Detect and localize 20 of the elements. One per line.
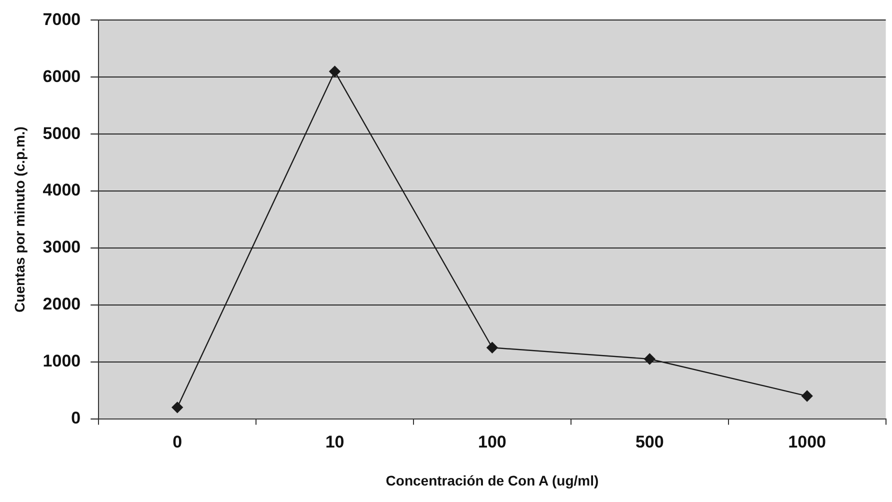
x-tick-label: 10 [325, 432, 344, 452]
x-tick-label: 1000 [788, 432, 826, 452]
x-tick-label: 500 [635, 432, 664, 452]
y-axis-title: Cuentas por minuto (c.p.m.) [11, 126, 28, 312]
x-axis-title: Concentración de Con A (ug/ml) [386, 472, 599, 488]
y-tick-label: 4000 [42, 180, 81, 200]
point [644, 353, 656, 365]
point [486, 342, 498, 354]
y-tick-label: 3000 [42, 238, 81, 257]
y-tick-label: 6000 [42, 66, 81, 86]
x-tick-label: 100 [478, 432, 506, 452]
point [172, 402, 183, 414]
y-tick-label: 7000 [42, 10, 81, 29]
y-tick-label: 2000 [42, 294, 81, 314]
point [329, 66, 340, 78]
y-tick-label: 1000 [42, 352, 81, 371]
point [801, 390, 813, 402]
y-tick-label: 0 [71, 408, 81, 428]
y-tick-label: 5000 [42, 124, 81, 143]
x-tick-label: 0 [172, 432, 182, 452]
